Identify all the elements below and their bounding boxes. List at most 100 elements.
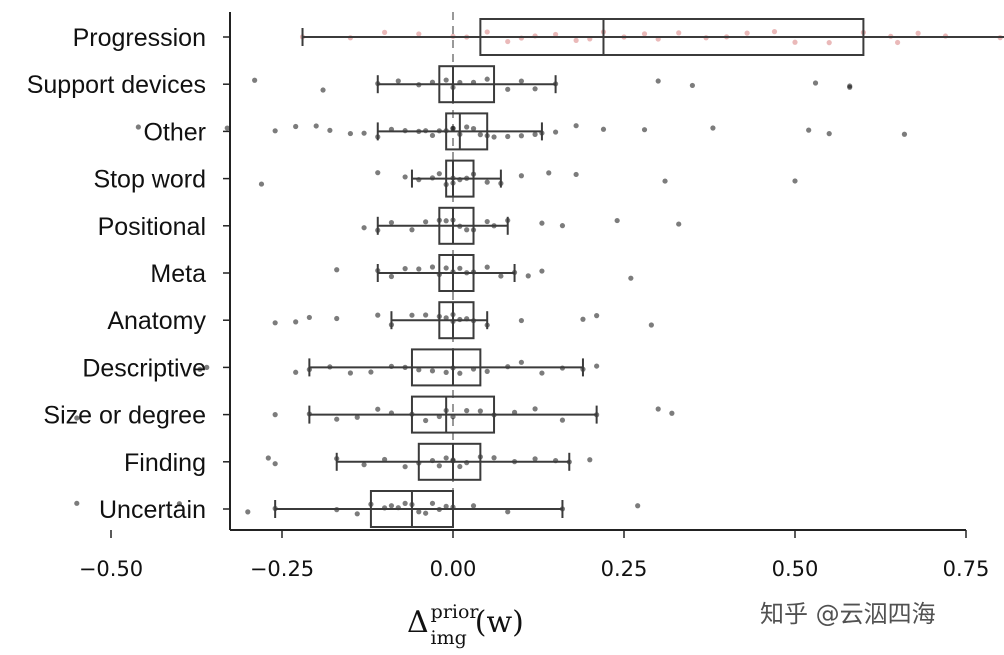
data-point bbox=[224, 125, 230, 131]
data-point bbox=[74, 415, 80, 421]
watermark-text: 知乎 @云泅四海 bbox=[760, 600, 936, 628]
data-point bbox=[484, 76, 490, 82]
data-point bbox=[826, 40, 832, 46]
data-point bbox=[484, 264, 490, 270]
data-point bbox=[429, 368, 436, 374]
data-point bbox=[74, 500, 80, 506]
category-label: Finding bbox=[124, 449, 206, 477]
iqr-box bbox=[445, 112, 489, 151]
data-point bbox=[388, 273, 395, 280]
category-label: Other bbox=[143, 118, 206, 146]
data-point bbox=[409, 227, 415, 233]
data-point bbox=[491, 455, 497, 461]
data-point bbox=[464, 227, 470, 233]
data-point bbox=[361, 462, 367, 468]
data-point bbox=[792, 39, 798, 45]
data-point bbox=[334, 267, 340, 273]
data-point bbox=[662, 178, 668, 184]
data-point bbox=[272, 320, 278, 326]
data-point bbox=[464, 408, 470, 414]
data-point bbox=[306, 314, 312, 321]
data-point bbox=[559, 417, 566, 423]
data-point bbox=[176, 501, 182, 507]
data-point bbox=[532, 456, 538, 462]
data-point bbox=[354, 414, 360, 420]
data-point bbox=[594, 363, 600, 369]
data-point bbox=[443, 77, 449, 83]
x-tick-label: −0.25 bbox=[250, 557, 314, 581]
data-point bbox=[204, 364, 210, 370]
data-point bbox=[265, 455, 271, 461]
data-point bbox=[826, 131, 832, 137]
data-point bbox=[388, 219, 395, 226]
data-point bbox=[655, 406, 661, 412]
category-label: Stop word bbox=[93, 166, 206, 194]
data-point bbox=[559, 223, 566, 229]
data-point bbox=[847, 83, 853, 89]
data-point bbox=[628, 275, 634, 281]
data-point bbox=[443, 315, 449, 321]
data-point bbox=[361, 130, 367, 136]
data-point bbox=[429, 500, 436, 506]
data-point bbox=[197, 366, 203, 372]
data-point bbox=[491, 134, 497, 140]
data-point bbox=[676, 221, 682, 227]
data-point bbox=[464, 124, 470, 130]
data-point bbox=[525, 273, 531, 279]
data-point bbox=[409, 312, 415, 318]
data-point bbox=[416, 31, 422, 37]
data-point bbox=[347, 370, 353, 376]
data-point bbox=[477, 408, 483, 414]
data-point bbox=[327, 127, 333, 133]
data-point bbox=[293, 319, 299, 325]
data-point bbox=[382, 29, 388, 35]
data-point bbox=[470, 126, 477, 132]
iqr-box bbox=[417, 442, 482, 481]
data-point bbox=[347, 130, 353, 137]
data-point bbox=[436, 171, 442, 177]
data-point bbox=[443, 455, 449, 461]
data-point bbox=[635, 503, 641, 509]
data-point bbox=[532, 131, 538, 137]
iqr-box bbox=[479, 18, 865, 56]
data-point bbox=[423, 219, 429, 225]
category-label: Uncertain bbox=[99, 496, 206, 524]
iqr-box bbox=[438, 65, 496, 104]
iqr-box bbox=[410, 395, 496, 434]
data-point bbox=[272, 412, 278, 418]
category-label: Size or degree bbox=[43, 402, 206, 430]
data-point bbox=[375, 170, 381, 176]
data-point bbox=[484, 179, 490, 185]
x-tick-label: 0.00 bbox=[430, 557, 477, 581]
data-point bbox=[792, 178, 798, 184]
data-point bbox=[573, 171, 579, 178]
data-point bbox=[245, 509, 251, 515]
category-label: Progression bbox=[73, 24, 206, 52]
category-label: Descriptive bbox=[82, 354, 206, 382]
x-axis-label-subscript: img bbox=[431, 627, 467, 649]
data-point bbox=[553, 129, 559, 135]
data-point bbox=[573, 123, 579, 129]
iqr-box bbox=[438, 206, 475, 245]
data-point bbox=[423, 417, 429, 424]
category-label: Support devices bbox=[27, 71, 206, 99]
data-point bbox=[395, 78, 401, 84]
x-axis-label-superscript: prior bbox=[431, 601, 480, 623]
data-point bbox=[416, 367, 422, 373]
data-point bbox=[600, 126, 607, 132]
data-point bbox=[361, 225, 367, 231]
data-point bbox=[505, 509, 511, 515]
category-label: Anatomy bbox=[107, 307, 206, 335]
data-point bbox=[901, 131, 908, 137]
data-point bbox=[532, 406, 538, 412]
data-point bbox=[484, 368, 490, 374]
data-point bbox=[375, 406, 381, 412]
data-point bbox=[457, 463, 463, 470]
data-point bbox=[484, 218, 490, 225]
data-point bbox=[354, 511, 360, 517]
data-point bbox=[416, 509, 422, 515]
category-label: Meta bbox=[150, 260, 206, 288]
data-point bbox=[771, 29, 778, 35]
